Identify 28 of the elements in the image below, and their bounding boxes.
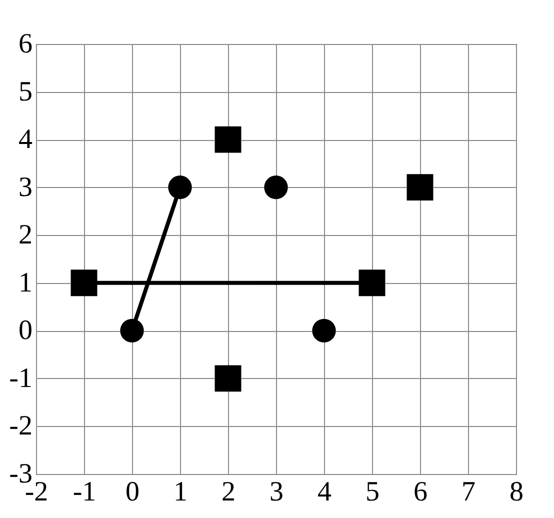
point <box>264 176 288 200</box>
y-tick-label: 4 <box>18 124 32 156</box>
y-tick-label: 1 <box>18 267 32 298</box>
x-tick-label: 0 <box>126 476 140 508</box>
x-tick-label: 6 <box>414 476 428 508</box>
point <box>70 270 98 296</box>
y-tick-label: 5 <box>18 76 32 108</box>
y-tick-label: 0 <box>18 315 32 346</box>
x-tick-label: 8 <box>510 476 524 508</box>
x-tick-label: 5 <box>366 476 380 508</box>
x-tick-label: 4 <box>318 476 332 508</box>
y-tick-label: 6 <box>18 28 32 60</box>
x-tick-label: 7 <box>462 476 476 508</box>
x-tick-label: 3 <box>270 476 284 508</box>
point <box>406 174 434 201</box>
x-tick-label: 1 <box>174 476 188 508</box>
point <box>168 176 192 200</box>
point <box>214 126 242 153</box>
x-tick-label: 2 <box>222 476 236 508</box>
y-tick-label: 2 <box>18 220 32 251</box>
point <box>312 318 336 342</box>
point <box>120 318 144 342</box>
x-tick-label: -1 <box>72 476 96 508</box>
point <box>214 365 242 392</box>
y-tick-label: -1 <box>9 362 32 394</box>
point <box>358 270 386 296</box>
y-tick-label: -2 <box>9 410 32 442</box>
y-tick-label: 3 <box>18 172 32 203</box>
